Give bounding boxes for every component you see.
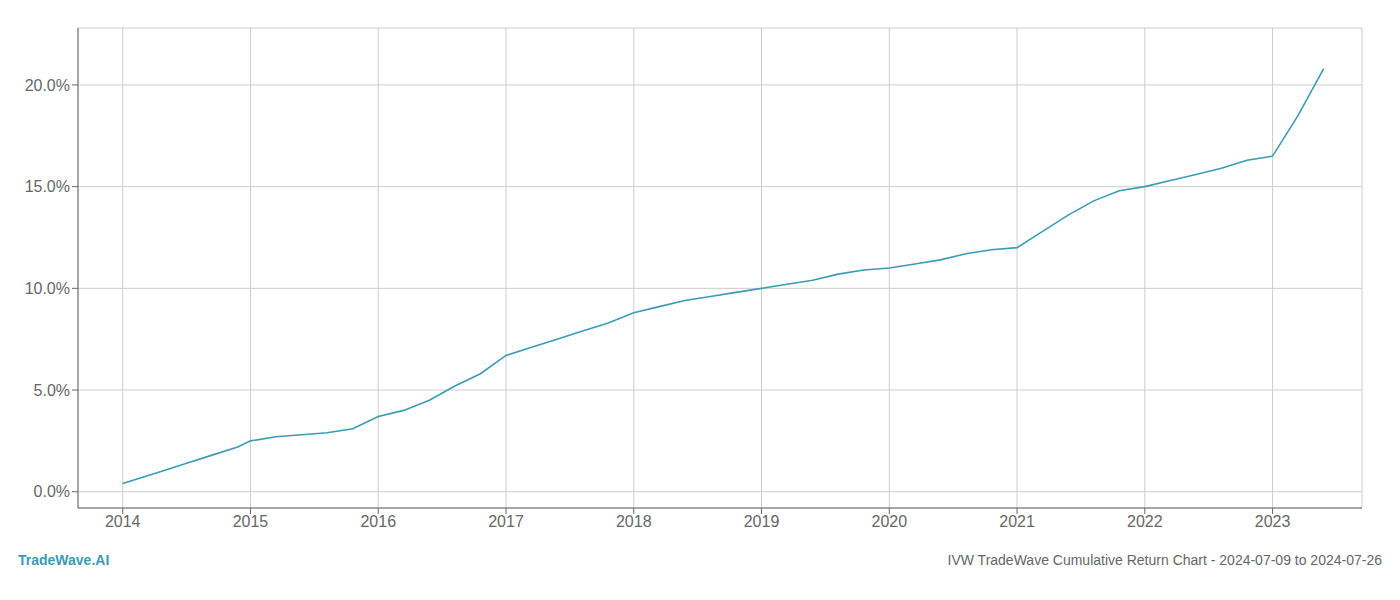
- svg-text:0.0%: 0.0%: [34, 483, 70, 500]
- html-text:TradeWave.AI: TradeWave.AI: [18, 552, 110, 568]
- svg-text:2022: 2022: [1127, 513, 1163, 530]
- svg-text:2016: 2016: [360, 513, 396, 530]
- svg-text:2019: 2019: [744, 513, 780, 530]
- html-text:IVW TradeWave Cumulative Retur: IVW TradeWave Cumulative Return Chart - …: [947, 552, 1382, 568]
- svg-text:2021: 2021: [999, 513, 1035, 530]
- svg-text:2023: 2023: [1255, 513, 1291, 530]
- svg-text:2017: 2017: [488, 513, 524, 530]
- svg-text:2020: 2020: [871, 513, 907, 530]
- svg-text:10.0%: 10.0%: [25, 280, 70, 297]
- svg-text:20.0%: 20.0%: [25, 77, 70, 94]
- svg-text:2014: 2014: [105, 513, 141, 530]
- svg-text:2015: 2015: [233, 513, 269, 530]
- svg-text:2018: 2018: [616, 513, 652, 530]
- svg-text:5.0%: 5.0%: [34, 382, 70, 399]
- svg-text:15.0%: 15.0%: [25, 178, 70, 195]
